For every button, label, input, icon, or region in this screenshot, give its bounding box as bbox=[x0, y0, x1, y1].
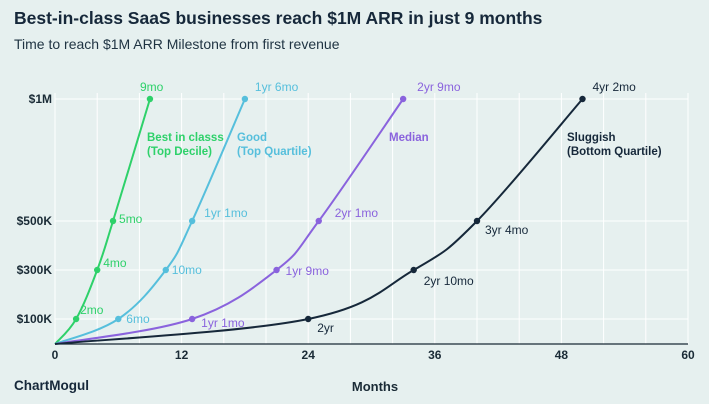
data-label: 1yr 1mo bbox=[201, 316, 245, 330]
data-point bbox=[72, 315, 80, 323]
chart-title: Best-in-class SaaS businesses reach $1M … bbox=[14, 8, 543, 28]
axis-layer: $100K $300K $500K $1M 0 12 24 36 48 60 bbox=[17, 92, 695, 362]
series-name-label: Good bbox=[237, 132, 267, 144]
data-label: 2yr 1mo bbox=[335, 206, 379, 220]
series-name-label: Median bbox=[389, 132, 429, 144]
brand-logo: ChartMogul bbox=[14, 378, 89, 393]
series-name-label: (Top Decile) bbox=[147, 146, 212, 158]
data-label: 9mo bbox=[140, 80, 164, 94]
data-label: 2yr 10mo bbox=[424, 274, 474, 288]
data-label: 1yr 6mo bbox=[255, 80, 299, 94]
data-point bbox=[315, 217, 322, 225]
series-name-label: Sluggish bbox=[567, 132, 616, 144]
data-point bbox=[579, 95, 586, 103]
data-point bbox=[399, 95, 407, 103]
data-label: 1yr 1mo bbox=[204, 206, 248, 220]
data-point bbox=[162, 266, 169, 274]
x-tick-label: 48 bbox=[555, 348, 569, 362]
data-label: 3yr 4mo bbox=[485, 223, 529, 237]
data-point bbox=[305, 315, 312, 323]
data-point bbox=[188, 217, 196, 225]
data-point bbox=[146, 95, 154, 103]
y-tick-label: $100K bbox=[17, 312, 53, 326]
data-label: 4mo bbox=[103, 256, 127, 270]
y-tick-label: $300K bbox=[17, 263, 53, 277]
data-label: 2yr 9mo bbox=[417, 80, 461, 94]
chart-subtitle: Time to reach $1M ARR Milestone from fir… bbox=[14, 36, 340, 52]
y-tick-label: $1M bbox=[29, 92, 52, 106]
x-tick-label: 0 bbox=[52, 348, 59, 362]
data-point bbox=[241, 95, 249, 103]
data-label: 2mo bbox=[80, 303, 104, 317]
x-tick-label: 12 bbox=[175, 348, 189, 362]
series-line bbox=[54, 98, 151, 345]
series-name-label: (Top Quartile) bbox=[237, 146, 312, 158]
data-label: 1yr 9mo bbox=[286, 264, 330, 278]
data-point bbox=[115, 315, 122, 323]
label-layer: 2mo 4mo 5mo 9mo Best in classs (Top Decile) 6m… bbox=[80, 80, 662, 335]
x-tick-label: 24 bbox=[302, 348, 316, 362]
data-label: 6mo bbox=[126, 312, 150, 326]
data-point bbox=[410, 266, 417, 274]
y-tick-label: $500K bbox=[17, 214, 53, 228]
series-name-label: (Bottom Quartile) bbox=[567, 146, 662, 158]
data-label: 2yr bbox=[317, 321, 334, 335]
data-point bbox=[109, 217, 117, 225]
data-label: 10mo bbox=[172, 263, 202, 277]
data-point bbox=[273, 266, 280, 274]
data-label: 4yr 2mo bbox=[593, 80, 637, 94]
series-line bbox=[54, 98, 584, 345]
series-name-label: Best in classs bbox=[147, 132, 224, 144]
data-point bbox=[473, 217, 481, 225]
data-point bbox=[188, 315, 196, 323]
data-label: 5mo bbox=[119, 212, 143, 226]
series-layer bbox=[54, 95, 586, 345]
x-tick-label: 60 bbox=[681, 348, 695, 362]
data-point bbox=[94, 266, 101, 274]
x-axis-label: Months bbox=[351, 379, 399, 394]
x-tick-label: 36 bbox=[428, 348, 442, 362]
